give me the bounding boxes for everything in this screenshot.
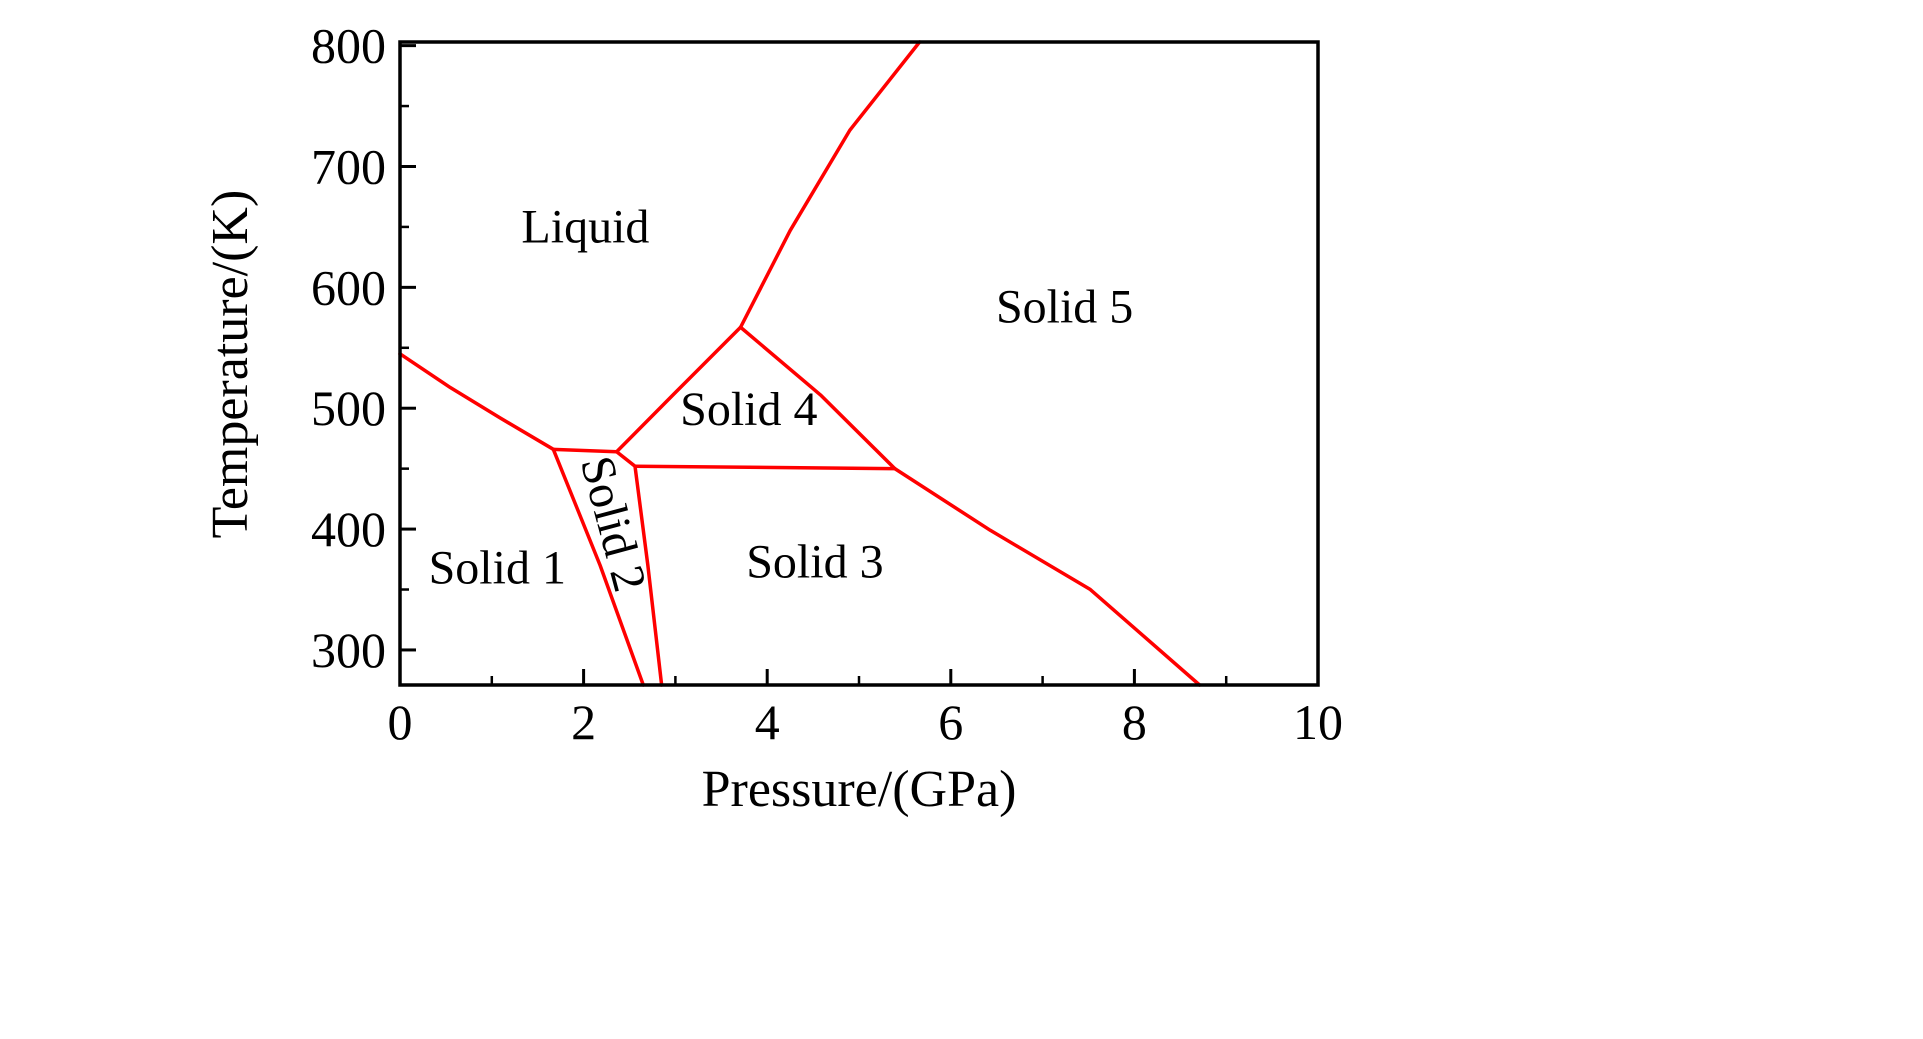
x-axis-label: Pressure/(GPa)	[702, 761, 1017, 818]
region-label-solid-3: Solid 3	[746, 535, 883, 588]
region-label-solid-1: Solid 1	[429, 541, 566, 594]
boundary-liquid-solid4	[614, 325, 743, 454]
y-tick-label: 700	[311, 138, 386, 194]
boundary-solid2-solid3	[614, 449, 664, 687]
boundary-solid3-solid5	[893, 466, 1202, 687]
x-tick-label: 4	[755, 694, 780, 750]
x-tick-label: 10	[1293, 694, 1343, 750]
y-tick-label: 800	[311, 18, 386, 74]
y-axis-label: Temperature/(K)	[202, 190, 259, 539]
plot-area: 0 2 4 6 8 10 300 400 500 600 700 800 Liquid Solid 5 So…	[311, 18, 1343, 750]
y-tick-label: 300	[311, 622, 386, 678]
region-label-solid-4: Solid 4	[680, 383, 817, 436]
region-label-liquid: Liquid	[521, 201, 649, 254]
x-tick-label: 2	[571, 694, 596, 750]
region-label-solid-5: Solid 5	[996, 280, 1133, 333]
boundary-solid1-solid2	[551, 447, 646, 687]
boundary-solid4-solid5	[738, 325, 897, 471]
y-tick-label: 600	[311, 259, 386, 315]
boundary-solid3-solid4	[633, 464, 897, 471]
boundary-liquid-solid5	[738, 40, 922, 329]
x-tick-label: 0	[388, 694, 413, 750]
x-tick-label: 6	[938, 694, 963, 750]
y-tick-label: 400	[311, 501, 386, 557]
y-tick-label: 500	[311, 380, 386, 436]
boundary-liquid-solid1	[398, 352, 556, 452]
boundary-liquid-solid2	[551, 447, 619, 454]
x-tick-label: 8	[1122, 694, 1147, 750]
